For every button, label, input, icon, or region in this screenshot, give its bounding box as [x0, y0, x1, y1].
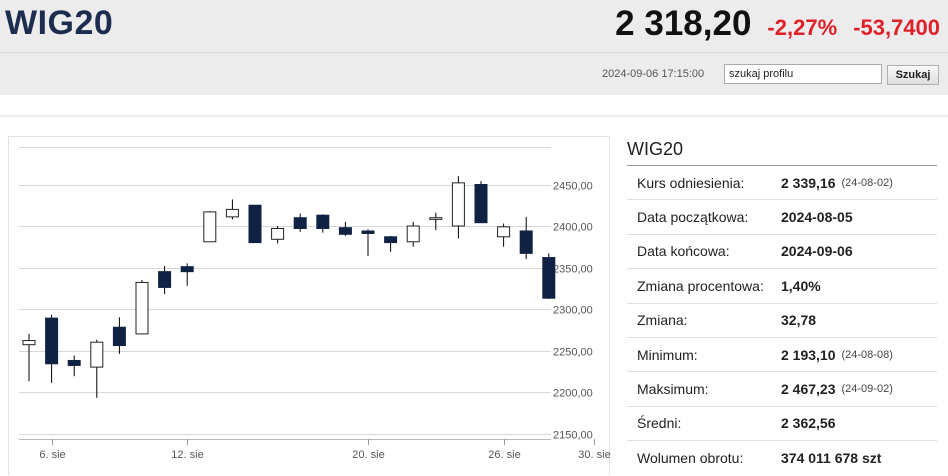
stat-row: Kurs odniesienia: 2 339,16 (24-08-02): [627, 166, 937, 201]
stat-label: Minimum:: [637, 346, 698, 363]
last-price: 2 318,20: [615, 4, 752, 43]
candle-body: [384, 236, 398, 244]
stat-row: Data początkowa: 2024-08-05: [627, 200, 937, 235]
stat-row: Zmiana: 32,78: [627, 304, 937, 338]
stats-panel-title: WIG20: [627, 136, 937, 166]
y-tick-label: 2200,00: [553, 388, 593, 400]
candlestick-chart-svg: 2150,00 2200,00 2250,00 2300,00 2350,00 2400,…: [19, 147, 611, 461]
candle-body: [248, 204, 262, 244]
stat-value: 1,40%: [781, 277, 821, 294]
stat-date: (24-08-08): [841, 348, 893, 361]
candle-body: [22, 340, 36, 346]
candle-body: [406, 225, 420, 243]
stat-value: 2 193,10: [781, 346, 836, 363]
stat-row: Minimum: 2 193,10 (24-08-08): [627, 338, 937, 373]
stat-value: 2024-09-06: [781, 243, 853, 260]
stat-label: Średni:: [637, 415, 682, 432]
candle-body: [451, 182, 465, 227]
index-name: WIG20: [5, 4, 114, 42]
stat-label: Data końcowa:: [637, 243, 730, 260]
stats-table: Kurs odniesienia: 2 339,16 (24-08-02) Data …: [627, 166, 937, 476]
x-tick-label: 12. sie: [171, 449, 203, 461]
x-tick-label: 30. sie: [578, 449, 610, 461]
stat-value: 2 467,23: [781, 381, 836, 398]
stat-row: Data końcowa: 2024-09-06: [627, 235, 937, 270]
candle-body: [225, 208, 239, 218]
stat-value: 2 339,16: [781, 174, 836, 191]
stat-row: Maksimum: 2 467,23 (24-09-02): [627, 372, 937, 407]
header-divider: [0, 52, 948, 53]
stat-label: Wolumen obrotu:: [637, 450, 744, 467]
stat-label: Kurs odniesienia:: [637, 174, 745, 191]
stat-row: Średni: 2 362,56: [627, 407, 937, 442]
candle-body: [271, 227, 285, 240]
quote-summary: 2 318,20 -2,27% -53,7400: [615, 4, 940, 44]
y-tick-label: 2350,00: [553, 264, 593, 276]
quote-timestamp: 2024-09-06 17:15:00: [602, 68, 705, 80]
candle-body: [45, 317, 59, 365]
stat-value: 32,78: [781, 312, 817, 329]
stat-row: Zmiana procentowa: 1,40%: [627, 269, 937, 304]
candle-body: [158, 271, 172, 288]
change-absolute: -53,7400: [853, 15, 940, 40]
price-chart: 2150,00 2200,00 2250,00 2300,00 2350,00 2400,…: [8, 136, 611, 475]
candle-body: [497, 226, 511, 238]
y-tick-label: 2150,00: [553, 430, 593, 442]
x-tick-label: 26. sie: [488, 449, 520, 461]
stat-value: 2 362,56: [781, 415, 836, 432]
x-tick-label: 6. sie: [39, 449, 65, 461]
y-tick-label: 2250,00: [553, 347, 593, 359]
search-button[interactable]: Szukaj: [887, 65, 939, 85]
stat-label: Zmiana:: [637, 312, 688, 329]
candle-body: [67, 359, 81, 366]
stat-label: Zmiana procentowa:: [637, 277, 764, 294]
stat-row: Wolumen obrotu: 374 011 678 szt: [627, 441, 937, 475]
y-tick-label: 2400,00: [553, 222, 593, 234]
candle-body: [203, 211, 217, 243]
candle-body: [361, 230, 375, 234]
change-percent: -2,27%: [767, 15, 838, 40]
candle-body: [135, 281, 149, 335]
stat-label: Data początkowa:: [637, 209, 749, 226]
profile-search-input[interactable]: [724, 64, 882, 84]
candle-body: [519, 230, 533, 254]
candle-body: [338, 227, 352, 235]
x-tick-label: 20. sie: [352, 449, 384, 461]
stat-date: (24-08-02): [841, 176, 893, 189]
y-tick-label: 2300,00: [553, 305, 593, 317]
candle-body: [474, 184, 488, 224]
candle-body: [429, 217, 443, 220]
stat-value: 2024-08-05: [781, 209, 853, 226]
candle-body: [90, 341, 104, 368]
stats-panel: WIG20 Kurs odniesienia: 2 339,16 (24-08-02…: [627, 136, 937, 476]
stat-value: 374 011 678 szt: [781, 450, 882, 467]
quote-header: WIG20 2 318,20 -2,27% -53,7400 2024-09-0…: [0, 0, 948, 95]
candle-body: [293, 217, 307, 229]
candle-body: [316, 214, 330, 229]
stat-date: (24-09-02): [841, 383, 893, 396]
candle-body: [112, 326, 126, 347]
section-divider: [0, 115, 948, 117]
candle-body: [542, 257, 556, 299]
candle-body: [180, 266, 194, 273]
stat-label: Maksimum:: [637, 381, 709, 398]
y-tick-label: 2450,00: [553, 181, 593, 193]
